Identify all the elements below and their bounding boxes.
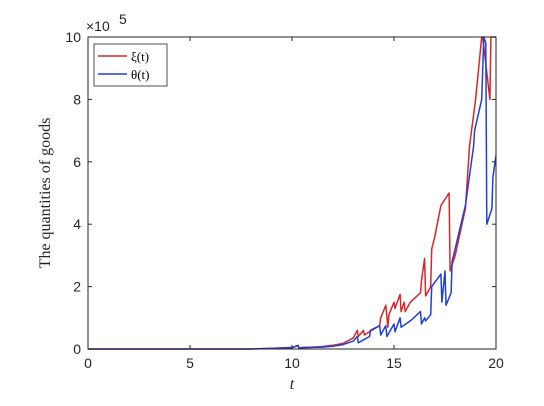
y-multiplier: ×10 xyxy=(86,18,110,34)
x-tick-label-1: 5 xyxy=(186,355,194,371)
y-tick-label-4: 8 xyxy=(73,91,81,107)
legend-label-xi: ξ(t) xyxy=(131,49,149,64)
y-tick-label-1: 2 xyxy=(73,279,81,295)
y-tick-label-2: 4 xyxy=(73,216,81,232)
y-tick-label-3: 6 xyxy=(73,154,81,170)
legend: ξ(t) θ(t) xyxy=(93,43,168,87)
axes-ticks: 0 5 10 15 20 0 2 4 6 8 10 xyxy=(65,29,504,371)
x-tick-label-4: 20 xyxy=(488,355,504,371)
y-tick-label-0: 0 xyxy=(73,341,81,357)
legend-label-theta: θ(t) xyxy=(131,67,150,82)
y-multiplier-exponent: 5 xyxy=(119,11,127,27)
series-layer xyxy=(88,36,497,350)
y-axis-label: The quantities of goods xyxy=(37,118,54,269)
y-tick-label-5: 10 xyxy=(65,29,81,45)
series-line-theta xyxy=(88,36,497,350)
x-tick-label-0: 0 xyxy=(84,355,92,371)
legend-box xyxy=(93,43,168,87)
x-axis-label: t xyxy=(290,376,295,393)
x-tick-label-3: 15 xyxy=(386,355,402,371)
x-tick-label-2: 10 xyxy=(284,355,300,371)
